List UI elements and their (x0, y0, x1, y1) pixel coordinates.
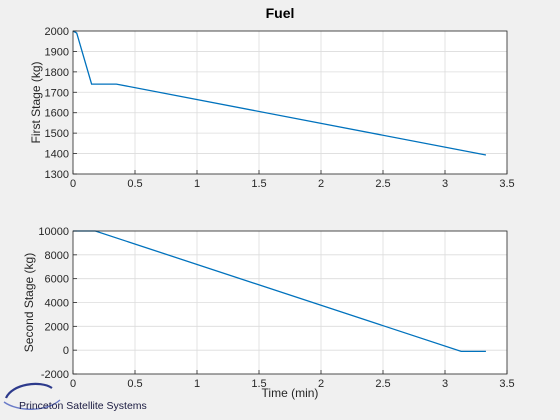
axes-second-stage: 0 0.5 1 1.5 2 2.5 3 3.5-20000200040006000800010… (22, 226, 515, 400)
tick-label-y: 1400 (45, 149, 69, 161)
tick-label-y: -2000 (41, 369, 69, 381)
axes-box-first-stage (72, 30, 508, 175)
tick-label-x: 1.5 (251, 178, 266, 190)
tick-label-y: 4000 (45, 298, 69, 310)
figure-title: Fuel (266, 5, 295, 21)
tick-label-x: 0.5 (127, 178, 142, 190)
tick-label-y: 1500 (45, 128, 69, 140)
tick-label-y: 1600 (45, 108, 69, 120)
tick-label-y: 0 (63, 345, 69, 357)
tick-label-y: 6000 (45, 274, 69, 286)
tick-label-x: 0.5 (127, 378, 142, 390)
tick-label-x: 2 (318, 378, 324, 390)
logo-text: Princeton Satellite Systems (19, 400, 147, 412)
tick-label-x: 2.5 (375, 178, 390, 190)
xlabel-second-stage: Time (min) (262, 386, 319, 400)
tick-label-x: 0 (70, 378, 76, 390)
tick-label-y: 2000 (45, 26, 69, 38)
tick-label-y: 10000 (38, 226, 69, 238)
tick-label-x: 3 (442, 178, 448, 190)
tick-label-x: 1.5 (251, 378, 266, 390)
tick-label-y: 1300 (45, 169, 69, 181)
ylabel-first-stage: First Stage (kg) (29, 61, 43, 143)
tick-label-y: 1700 (45, 87, 69, 99)
ticks-first-stage: 0 0.5 1 1.5 2 2.5 3 3.5 1300 1400 1500 1600 1700 1800… (45, 26, 515, 190)
grid-first-stage (72, 30, 508, 175)
tick-label-x: 1 (194, 178, 200, 190)
tick-label-x: 3.5 (499, 178, 514, 190)
tick-label-x: 2.5 (375, 378, 390, 390)
tick-label-y: 8000 (45, 250, 69, 262)
series-first-stage (72, 30, 487, 156)
ticks-second-stage: 0 0.5 1 1.5 2 2.5 3 3.5-20000200040006000800010… (38, 226, 514, 390)
tick-label-x: 2 (318, 178, 324, 190)
company-logo: Princeton Satellite Systems (3, 382, 147, 412)
plot-area-first-stage (73, 31, 507, 174)
tick-label-y: 2000 (45, 321, 69, 333)
axes-first-stage: 0 0.5 1 1.5 2 2.5 3 3.5 1300 1400 1500 1600 1700 1800… (29, 26, 515, 190)
tick-label-x: 3 (442, 378, 448, 390)
tick-label-x: 0 (70, 178, 76, 190)
ylabel-second-stage: Second Stage (kg) (22, 253, 36, 352)
tick-label-y: 1800 (45, 67, 69, 79)
logo-arc-icon (3, 399, 61, 410)
series-line-first-stage (72, 30, 487, 156)
tick-label-x: 1 (194, 378, 200, 390)
logo-swoosh-icon (4, 382, 53, 399)
tick-label-y: 1900 (45, 46, 69, 58)
tick-label-x: 3.5 (499, 378, 514, 390)
